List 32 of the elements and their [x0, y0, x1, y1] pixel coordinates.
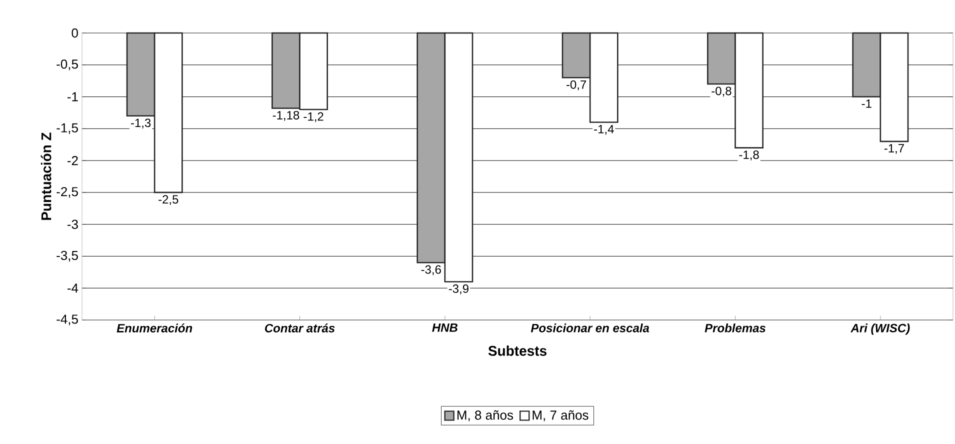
data-label: -1,7	[884, 144, 904, 154]
y-tick-label: -4	[68, 284, 78, 293]
data-label: -1	[862, 99, 872, 108]
x-tick-label: Contar atrás	[265, 324, 335, 332]
data-label: -1,3	[130, 118, 151, 129]
data-label: -2,5	[158, 195, 178, 206]
y-tick-label: -2,5	[56, 187, 78, 198]
data-label: -1,8	[739, 150, 759, 160]
data-label: -3,9	[448, 284, 468, 294]
y-tick-label: -2	[68, 156, 78, 166]
y-tick-label: -0,5	[56, 60, 78, 70]
x-axis-title: Subtests	[488, 346, 546, 356]
y-tick-label: -3	[68, 220, 78, 229]
y-axis-title: Puntuación Z	[40, 132, 52, 220]
y-tick-label: -1,5	[56, 123, 78, 134]
y-tick-label: -1	[68, 92, 78, 102]
data-label: -0,8	[712, 86, 732, 97]
data-label: -3,6	[421, 265, 441, 276]
x-tick-label: Problemas	[704, 324, 766, 332]
x-tick-label: HNB	[432, 324, 458, 332]
data-label: -1,2	[304, 112, 324, 122]
y-tick-label: 0	[72, 28, 78, 38]
data-label: -1,4	[594, 124, 614, 135]
data-label: -1,18	[272, 110, 300, 121]
x-tick-label: Posicionar en escala	[530, 324, 650, 332]
x-tick-label: Enumeración	[116, 324, 192, 332]
y-tick-label: -3,5	[56, 250, 78, 262]
data-label: -0,7	[566, 80, 586, 90]
x-tick-label: Ari (WISC)	[850, 324, 910, 335]
legend-label: M, 8 años	[457, 410, 514, 422]
legend-label: M, 7 años	[532, 410, 588, 422]
y-tick-label: -4,5	[56, 314, 78, 326]
